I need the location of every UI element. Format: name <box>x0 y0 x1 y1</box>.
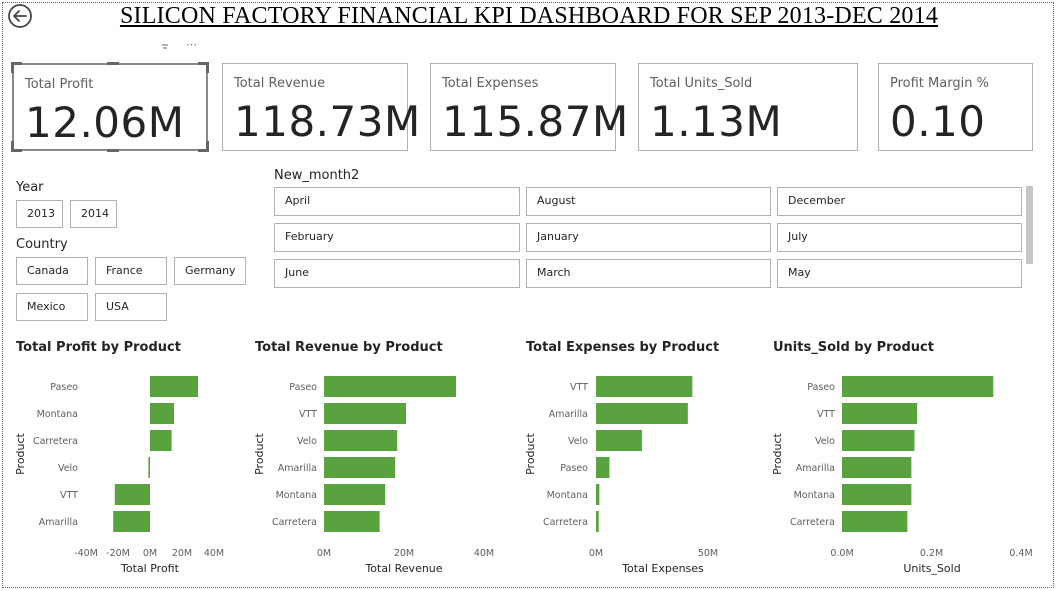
chart-title: Units_Sold by Product <box>773 340 934 355</box>
month-slicer-title: New_month2 <box>274 168 360 183</box>
month-option[interactable]: July <box>777 223 1022 252</box>
kpi-card-total-units-sold[interactable]: Total Units_Sold 1.13M <box>638 63 858 151</box>
month-option[interactable]: May <box>777 259 1022 288</box>
country-option[interactable]: Mexico <box>16 293 88 321</box>
month-slicer-scrollbar[interactable] <box>1026 186 1033 264</box>
chart-title: Total Expenses by Product <box>526 340 720 355</box>
kpi-label: Total Expenses <box>442 76 539 91</box>
country-option[interactable]: Canada <box>16 257 88 285</box>
kpi-value: 115.87M <box>442 97 629 146</box>
back-arrow-icon[interactable] <box>7 3 33 29</box>
kpi-label: Total Profit <box>25 77 94 92</box>
chart-title: Total Revenue by Product <box>255 340 443 355</box>
kpi-label: Total Revenue <box>234 76 326 91</box>
filter-icon[interactable] <box>160 42 170 55</box>
month-option[interactable]: August <box>526 187 771 216</box>
kpi-card-total-profit[interactable]: Total Profit 12.06M <box>11 62 209 152</box>
kpi-value: 0.10 <box>890 97 986 146</box>
resize-handle[interactable] <box>198 62 209 73</box>
kpi-value: 12.06M <box>25 98 185 147</box>
country-slicer-title: Country <box>16 237 68 252</box>
kpi-label: Total Units_Sold <box>650 76 753 91</box>
kpi-value: 118.73M <box>234 97 421 146</box>
country-option[interactable]: France <box>95 257 167 285</box>
year-option[interactable]: 2014 <box>70 200 117 228</box>
resize-handle[interactable] <box>11 141 22 152</box>
page-title: SILICON FACTORY FINANCIAL KPI DASHBOARD … <box>119 3 939 29</box>
year-option[interactable]: 2013 <box>16 200 63 228</box>
kpi-card-total-expenses[interactable]: Total Expenses 115.87M <box>430 63 628 151</box>
month-option[interactable]: March <box>526 259 771 288</box>
kpi-label: Profit Margin % <box>890 76 989 91</box>
country-option[interactable]: USA <box>95 293 167 321</box>
resize-handle[interactable] <box>11 62 22 73</box>
country-option[interactable]: Germany <box>174 257 246 285</box>
month-option[interactable]: June <box>274 259 520 288</box>
resize-handle[interactable] <box>107 62 119 73</box>
kpi-card-total-revenue[interactable]: Total Revenue 118.73M <box>222 63 420 151</box>
kpi-card-profit-margin[interactable]: Profit Margin % 0.10 <box>878 63 1033 151</box>
more-options-icon[interactable]: ⋯ <box>186 38 197 51</box>
month-option[interactable]: December <box>777 187 1022 216</box>
month-option[interactable]: April <box>274 187 520 216</box>
resize-handle[interactable] <box>198 141 209 152</box>
month-option[interactable]: February <box>274 223 520 252</box>
month-option[interactable]: January <box>526 223 771 252</box>
year-slicer-title: Year <box>16 180 44 195</box>
chart-title: Total Profit by Product <box>16 340 181 355</box>
kpi-value: 1.13M <box>650 97 783 146</box>
resize-handle[interactable] <box>107 141 119 152</box>
